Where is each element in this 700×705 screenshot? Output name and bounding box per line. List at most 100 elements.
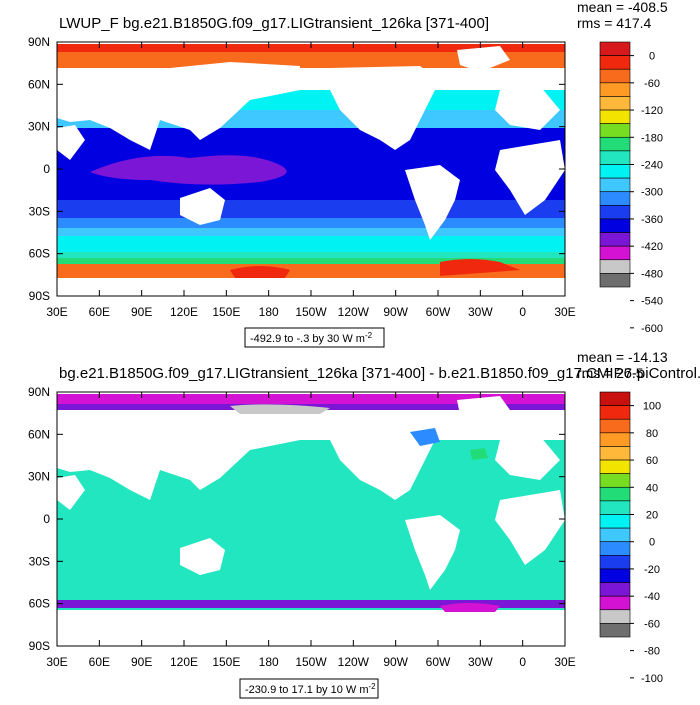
colorbar-label: -80 bbox=[644, 646, 660, 658]
colorbar-swatch bbox=[599, 82, 631, 97]
colorbar-swatch bbox=[599, 446, 631, 461]
x-tick-label: 30E bbox=[554, 305, 575, 319]
y-tick-label: 60S bbox=[29, 597, 50, 611]
colorbar-swatch bbox=[599, 123, 631, 138]
x-tick-label: 120W bbox=[338, 655, 370, 669]
x-tick-label: 90E bbox=[131, 655, 152, 669]
colorbar-label: 0 bbox=[649, 51, 655, 63]
colorbar-swatch bbox=[599, 205, 631, 220]
colorbar-label: -240 bbox=[641, 160, 663, 172]
x-tick-label: 60W bbox=[426, 305, 451, 319]
colorbar-label: 40 bbox=[646, 482, 658, 494]
x-tick-label: 0 bbox=[519, 655, 526, 669]
y-tick-label: 90N bbox=[28, 385, 50, 399]
panel-2-range-box bbox=[239, 678, 379, 699]
x-tick-label: 90W bbox=[383, 305, 408, 319]
panel-1-title: LWUP_F bg.e21.B1850G.f09_g17.LIGtransien… bbox=[59, 15, 489, 32]
y-tick-label: 60N bbox=[28, 77, 50, 91]
x-tick-label: 30E bbox=[46, 305, 67, 319]
x-tick-label: 150E bbox=[212, 305, 240, 319]
panel-2-range-note: -230.9 to 17.1 by 10 W m-2 bbox=[245, 682, 376, 696]
colorbar-label: -420 bbox=[641, 241, 663, 253]
panel-1-range-box bbox=[244, 327, 385, 348]
panel-1-colorbar: 0 -60 -120 -180 -240 -300 -360 -420 -480 -540 -600 bbox=[599, 41, 663, 335]
x-tick-label: 120E bbox=[170, 655, 198, 669]
panel-2-rms: rms = 27.5 bbox=[577, 365, 644, 381]
y-tick-label: 0 bbox=[43, 162, 50, 176]
colorbar-swatch bbox=[599, 555, 631, 570]
colorbar-label: -60 bbox=[644, 78, 660, 90]
colorbar-swatch bbox=[599, 405, 631, 420]
panel-1-ticks: 30E 60E 90E 120E 150E 180 150W 120W 90W 60W 30W 0 30… bbox=[28, 35, 576, 319]
colorbar-label: -100 bbox=[641, 673, 663, 685]
y-tick-label: 30N bbox=[28, 120, 50, 134]
colorbar-label: 0 bbox=[649, 537, 655, 549]
colorbar-swatch bbox=[599, 500, 631, 515]
x-tick-label: 180 bbox=[259, 655, 279, 669]
colorbar-label: -600 bbox=[641, 323, 663, 335]
colorbar-swatch bbox=[599, 218, 631, 233]
y-tick-label: 0 bbox=[43, 512, 50, 526]
panel-2-colorbar: 100 80 60 40 20 0 -20 -40 -60 -80 -100 bbox=[599, 391, 663, 685]
y-tick-label: 90S bbox=[29, 289, 50, 303]
x-tick-label: 60E bbox=[89, 655, 110, 669]
colorbar-label: 100 bbox=[643, 401, 661, 413]
colorbar-swatch bbox=[599, 609, 631, 624]
colorbar-label: -540 bbox=[641, 296, 663, 308]
panel-1-rms: rms = 417.4 bbox=[577, 15, 652, 31]
colorbar-swatch bbox=[599, 527, 631, 543]
colorbar-swatch bbox=[599, 191, 631, 206]
colorbar-label: 60 bbox=[646, 455, 658, 467]
colorbar-label: -40 bbox=[644, 591, 660, 603]
colorbar-swatch bbox=[599, 568, 631, 583]
x-tick-label: 90E bbox=[131, 305, 152, 319]
x-tick-label: 30W bbox=[468, 655, 493, 669]
colorbar-swatch bbox=[599, 541, 631, 556]
x-tick-label: 30E bbox=[554, 655, 575, 669]
x-tick-label: 30W bbox=[468, 305, 493, 319]
y-tick-label: 30S bbox=[29, 204, 50, 218]
colorbar-swatch bbox=[599, 150, 631, 165]
colorbar-label: -20 bbox=[644, 564, 660, 576]
panel-2-title: bg.e21.B1850G.f09_g17.LIGtransient_126ka… bbox=[59, 365, 700, 382]
colorbar-label: -120 bbox=[641, 105, 663, 117]
colorbar-swatch bbox=[599, 55, 631, 70]
colorbar-swatch bbox=[599, 582, 631, 597]
colorbar-swatch bbox=[599, 232, 631, 247]
colorbar-label: -480 bbox=[641, 268, 663, 280]
colorbar-swatch bbox=[599, 418, 631, 434]
y-tick-label: 60N bbox=[28, 427, 50, 441]
colorbar-swatch bbox=[599, 473, 631, 488]
y-tick-label: 90S bbox=[29, 639, 50, 653]
y-tick-label: 90N bbox=[28, 35, 50, 49]
colorbar-swatch bbox=[599, 68, 631, 84]
colorbar-label: -360 bbox=[641, 214, 663, 226]
x-tick-label: 90W bbox=[383, 655, 408, 669]
colorbar-label: 20 bbox=[646, 510, 658, 522]
y-tick-label: 60S bbox=[29, 247, 50, 261]
colorbar-swatch bbox=[599, 273, 631, 288]
colorbar-swatch bbox=[599, 164, 631, 179]
x-tick-label: 0 bbox=[519, 305, 526, 319]
x-tick-label: 60W bbox=[426, 655, 451, 669]
y-tick-label: 30S bbox=[29, 554, 50, 568]
colorbar-label: -180 bbox=[641, 132, 663, 144]
colorbar-swatch bbox=[599, 136, 631, 152]
colorbar-swatch bbox=[599, 486, 631, 502]
panel-1-field bbox=[57, 42, 565, 296]
x-tick-label: 120E bbox=[170, 305, 198, 319]
x-tick-label: 180 bbox=[259, 305, 279, 319]
panel-1-range-note: -492.9 to -.3 by 30 W m-2 bbox=[250, 331, 373, 345]
colorbar-swatch bbox=[599, 514, 631, 529]
panel-2-mean: mean = -14.13 bbox=[577, 349, 668, 365]
x-tick-label: 150W bbox=[295, 305, 327, 319]
colorbar-swatch bbox=[599, 432, 631, 447]
colorbar-swatch bbox=[599, 41, 631, 56]
panel-2: 30E 60E 90E 120E 150E 180 150W 120W 90W 60W 30W 0 30… bbox=[28, 349, 700, 699]
colorbar-swatch bbox=[599, 96, 631, 111]
x-tick-label: 120W bbox=[338, 305, 370, 319]
x-tick-label: 150E bbox=[212, 655, 240, 669]
panel-1: 30E 60E 90E 120E 150E 180 150W 120W 90W 60W 30W 0 30… bbox=[28, 0, 668, 348]
colorbar-swatch bbox=[599, 245, 631, 261]
